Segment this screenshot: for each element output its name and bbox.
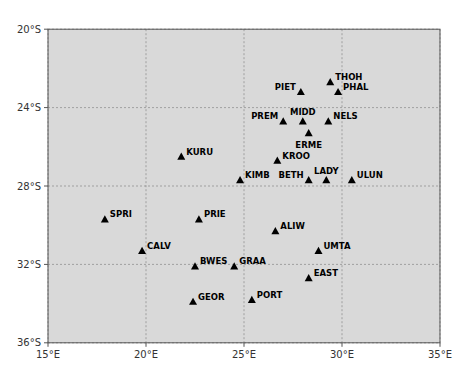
- tick: [44, 107, 48, 108]
- tick: [44, 29, 48, 30]
- tick: [440, 343, 441, 347]
- tick-label: 32°S: [17, 259, 41, 270]
- chart: 15°E 20°E 25°E 30°E 35°E 20°S 24°S 28°S 32°S 36°S…: [0, 0, 454, 388]
- site-label: NELS: [333, 111, 357, 121]
- site-marker: [273, 157, 281, 164]
- tick: [146, 343, 147, 347]
- site-marker: [248, 296, 256, 303]
- site-label: KURU: [186, 147, 213, 157]
- site-marker: [195, 215, 203, 222]
- site-label: GEOR: [198, 292, 225, 302]
- site-label: PRIE: [204, 209, 226, 219]
- site-label: KIMB: [245, 170, 270, 180]
- site-marker: [271, 227, 279, 234]
- site-label: BETH: [278, 170, 303, 180]
- tick: [244, 343, 245, 347]
- site-marker: [322, 176, 330, 183]
- markers: [101, 78, 356, 305]
- site-label: CALV: [147, 241, 171, 251]
- site-marker: [230, 262, 238, 269]
- site-marker: [189, 298, 197, 305]
- site-marker: [191, 262, 199, 269]
- site-marker: [305, 129, 313, 136]
- site-label: PREM: [251, 111, 278, 121]
- tick-label: 24°S: [17, 102, 41, 113]
- tick: [44, 186, 48, 187]
- site-marker: [334, 88, 342, 95]
- tick-label: 15°E: [36, 349, 60, 360]
- site-label: PIET: [275, 82, 296, 92]
- site-label: ERME: [295, 140, 322, 150]
- site-label: ULUN: [357, 170, 383, 180]
- tick: [44, 264, 48, 265]
- tick: [44, 342, 48, 343]
- site-label: UMTA: [323, 241, 350, 251]
- site-marker: [279, 117, 287, 124]
- site-marker: [236, 176, 244, 183]
- grid-line: [48, 186, 440, 187]
- tick-label: 20°S: [17, 24, 41, 35]
- grid-line: [48, 107, 440, 108]
- site-marker: [314, 247, 322, 254]
- site-label: GRAA: [239, 256, 266, 266]
- site-label: ALIW: [280, 221, 305, 231]
- grid: [48, 29, 440, 343]
- site-marker: [138, 247, 146, 254]
- site-marker: [297, 88, 305, 95]
- site-label: PHAL: [343, 82, 369, 92]
- site-marker: [305, 176, 313, 183]
- site-label: BWES: [200, 256, 227, 266]
- site-label: PORT: [257, 290, 283, 300]
- frame: [48, 29, 440, 343]
- site-label: MIDD: [290, 107, 316, 117]
- site-marker: [305, 274, 313, 281]
- tick-label: 30°E: [330, 349, 354, 360]
- site-labels: THOH PIET PHAL PREM MIDD NELS ERME KURU KROO KIMB…: [110, 72, 383, 302]
- site-label: THOH: [335, 72, 362, 82]
- site-label: LADY: [314, 166, 339, 176]
- site-marker: [299, 117, 307, 124]
- site-marker: [324, 117, 332, 124]
- site-label: EAST: [314, 268, 339, 278]
- site-label: KROO: [282, 151, 310, 161]
- tick-label: 36°S: [17, 337, 41, 348]
- site-label: SPRI: [110, 209, 132, 219]
- tick: [48, 343, 49, 347]
- tick-label: 35°E: [428, 349, 452, 360]
- site-marker: [326, 78, 334, 85]
- site-marker: [348, 176, 356, 183]
- tick-label: 25°E: [232, 349, 256, 360]
- site-marker: [101, 215, 109, 222]
- tick-label: 20°E: [134, 349, 158, 360]
- tick: [342, 343, 343, 347]
- plot-area: [48, 29, 440, 343]
- site-marker: [177, 153, 185, 160]
- tick-label: 28°S: [17, 181, 41, 192]
